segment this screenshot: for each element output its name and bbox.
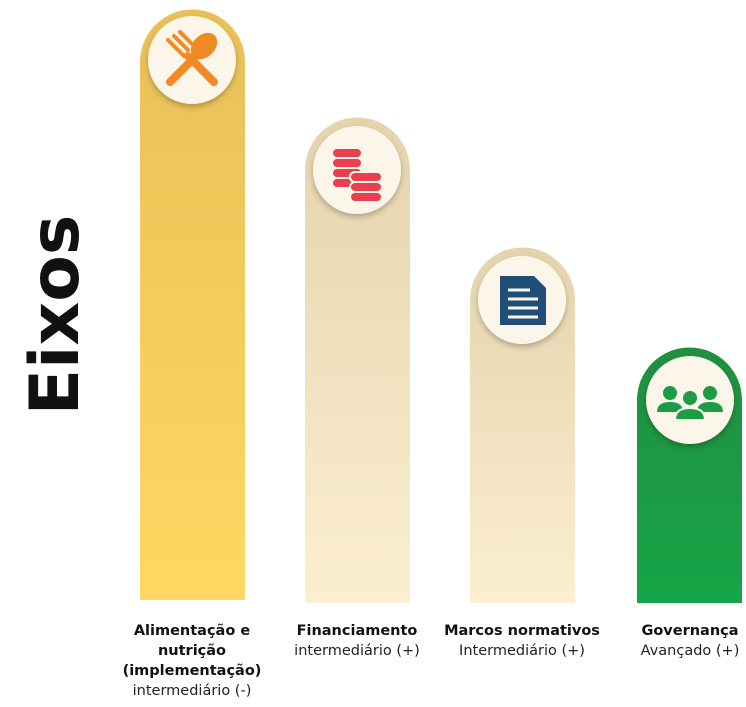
bar (140, 9, 245, 601)
item-name: Alimentação e (134, 623, 251, 639)
item-name: (implementação) (123, 663, 262, 679)
item-level: intermediário (-) (133, 683, 252, 699)
item-name: Financiamento (297, 623, 418, 639)
item-name: Governança (641, 623, 738, 639)
item-level: Avançado (+) (641, 643, 740, 659)
item-name: Marcos normativos (444, 623, 600, 639)
item-name: nutrição (158, 643, 226, 659)
icon-people (646, 356, 734, 444)
title: Eixos (16, 215, 95, 416)
icon-food (148, 16, 236, 104)
bar (305, 117, 410, 603)
icon-document (478, 256, 566, 344)
bar (470, 247, 575, 603)
item-level: intermediário (+) (294, 643, 420, 659)
icon-coins (313, 126, 401, 214)
item-level: Intermediário (+) (459, 643, 585, 659)
